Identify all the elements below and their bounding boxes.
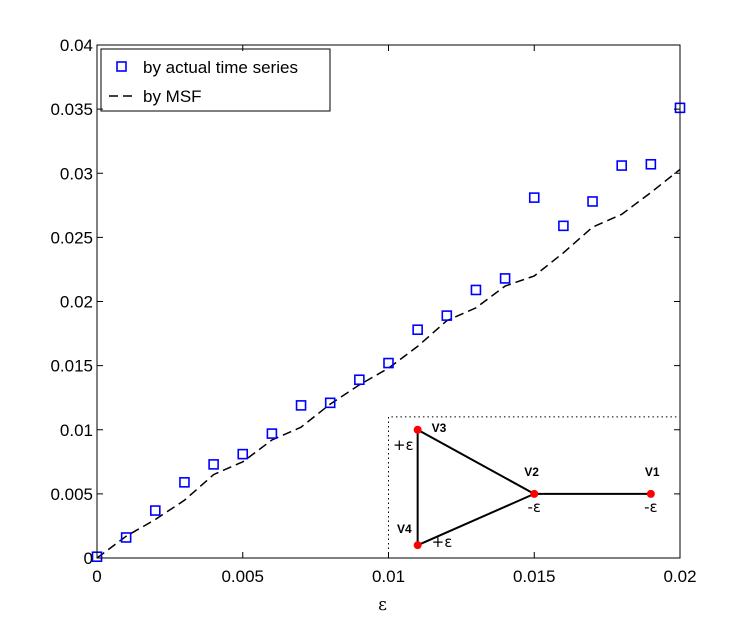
legend-label-actual: by actual time series — [143, 58, 298, 77]
data-point-actual — [587, 196, 598, 207]
plot-area — [91, 102, 686, 563]
data-point-actual — [412, 324, 423, 336]
legend: by actual time series by MSF — [100, 48, 331, 112]
inset-node-v1 — [646, 489, 655, 498]
y-tick-label: 0.005 — [50, 485, 93, 504]
series-line-msf — [96, 168, 681, 559]
inset-node-v3 — [413, 425, 422, 434]
axes: 0 0.005 0.01 0.015 0.02 0 0.005 0.01 0.015 0.02 0.… — [50, 36, 696, 615]
inset-node-label: V3 — [432, 421, 447, 435]
inset-graph: V1 -ε V2 -ε V3 +ε V4 +ε — [388, 416, 680, 558]
data-point-actual — [441, 310, 453, 321]
inset-node-v2 — [530, 489, 539, 498]
data-point-actual — [354, 374, 365, 386]
inset-node-weight: -ε — [644, 498, 658, 516]
legend-label-msf: by MSF — [143, 87, 202, 106]
inset-node-weight: +ε — [393, 436, 414, 454]
legend-marker-actual — [116, 61, 127, 72]
y-tick-label: 0.01 — [60, 421, 93, 440]
data-point-actual — [499, 273, 511, 284]
data-point-actual — [324, 397, 336, 409]
inset-edge — [417, 492, 535, 547]
data-point-actual — [150, 505, 161, 516]
data-point-actual — [383, 357, 394, 369]
data-point-actual — [558, 220, 569, 232]
data-point-actual — [120, 532, 132, 543]
x-tick-label: 0.015 — [513, 567, 556, 586]
y-tick-label: 0.025 — [50, 228, 93, 247]
x-axis-label: ε — [378, 595, 387, 615]
y-tick-label: 0.04 — [60, 36, 93, 55]
x-tick-label: 0.005 — [221, 567, 264, 586]
data-point-actual — [179, 477, 190, 488]
inset-node-v4 — [413, 541, 422, 550]
x-tick-label: 0.01 — [372, 567, 405, 586]
y-tick-label: 0.03 — [60, 164, 93, 183]
x-tick-label: 0 — [92, 567, 101, 586]
y-tick-label: 0.035 — [50, 100, 93, 119]
y-tick-label: 0.02 — [60, 293, 93, 312]
legend-box — [100, 48, 331, 112]
inset-edge — [417, 428, 535, 495]
inset-node-label: V4 — [397, 522, 412, 536]
inset-node-weight: +ε — [432, 533, 453, 551]
data-point-actual — [528, 192, 540, 203]
data-point-actual — [295, 400, 307, 411]
data-point-actual — [208, 459, 219, 470]
y-tick-label: 0 — [84, 549, 93, 568]
x-tick-label: 0.02 — [663, 567, 696, 586]
data-point-actual — [616, 160, 628, 171]
inset-node-label: V2 — [524, 465, 539, 479]
y-tick-label: 0.015 — [50, 357, 93, 376]
data-point-actual — [237, 448, 249, 460]
data-point-actual — [470, 284, 482, 296]
inset-node-weight: -ε — [527, 498, 541, 516]
data-point-actual — [266, 428, 278, 439]
inset-node-label: V1 — [645, 465, 660, 479]
data-point-actual — [645, 158, 657, 170]
